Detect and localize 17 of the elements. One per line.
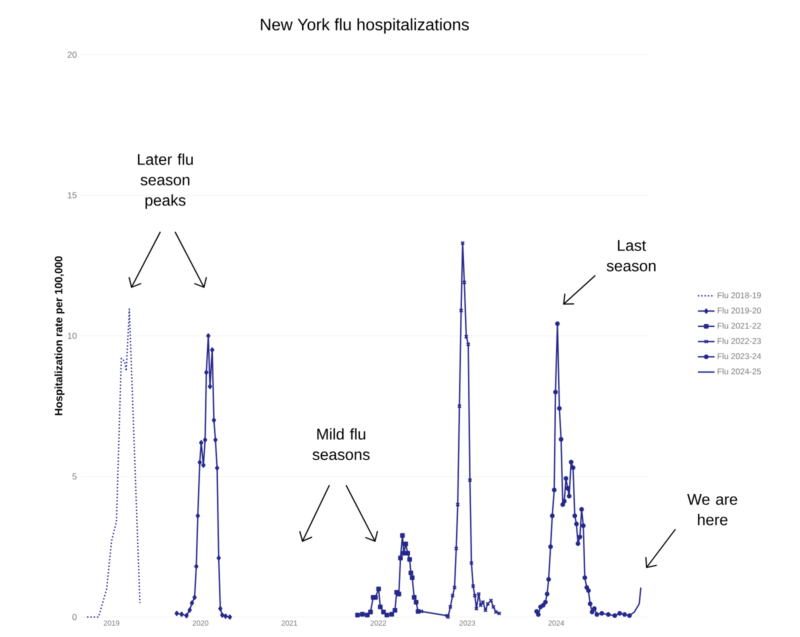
y-tick-label: 20 <box>68 52 77 58</box>
legend-label: Flu 2018-19 <box>718 292 761 298</box>
text: We are here <box>687 494 738 526</box>
annotation: Mild flu seasons <box>312 428 370 460</box>
annotation: Last season <box>606 240 656 272</box>
y-tick-label: 0 <box>72 614 77 620</box>
legend-label: Flu 2024-25 <box>718 368 761 375</box>
legend-label: Flu 2023-24 <box>718 353 762 360</box>
y-axis-title: Hospitalization rate per 100,000 <box>54 256 64 416</box>
y-tick-label: 15 <box>68 192 77 199</box>
annotation: Later flu season peaks <box>138 154 193 210</box>
y-tick-label: 10 <box>68 332 77 340</box>
chart-title: New York flu hospitalizations <box>260 18 469 34</box>
legend-label: Flu 2021-22 <box>718 322 761 329</box>
legend-label: Flu 2022-23 <box>718 338 761 344</box>
legend-label: Flu 2019-20 <box>718 308 761 314</box>
y-tick-label: 5 <box>72 474 77 480</box>
